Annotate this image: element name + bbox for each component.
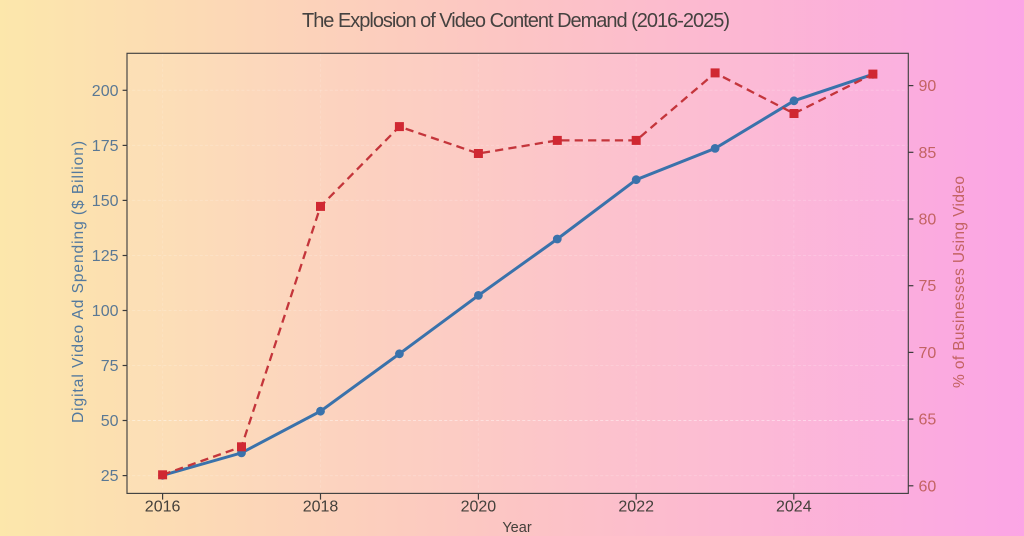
svg-text:% of Businesses Using Video: % of Businesses Using Video	[951, 176, 968, 388]
svg-text:The Explosion of Video Content: The Explosion of Video Content Demand (2…	[302, 10, 730, 32]
svg-text:80: 80	[919, 212, 937, 229]
svg-text:65: 65	[919, 412, 937, 429]
svg-text:Digital Video Ad Spending ($ B: Digital Video Ad Spending ($ Billion)	[70, 141, 87, 423]
svg-text:70: 70	[919, 345, 937, 362]
svg-text:150: 150	[92, 193, 119, 210]
svg-text:200: 200	[92, 83, 119, 100]
svg-text:2016: 2016	[145, 499, 181, 516]
svg-text:75: 75	[101, 358, 119, 375]
svg-text:2022: 2022	[618, 499, 654, 516]
svg-text:2024: 2024	[776, 499, 812, 516]
svg-text:25: 25	[101, 468, 119, 485]
svg-text:2020: 2020	[461, 499, 497, 516]
svg-text:2018: 2018	[303, 499, 339, 516]
svg-text:175: 175	[92, 138, 119, 155]
svg-text:100: 100	[92, 303, 119, 320]
svg-text:125: 125	[92, 248, 119, 265]
svg-text:90: 90	[919, 78, 937, 95]
svg-text:85: 85	[919, 145, 937, 162]
svg-text:Year: Year	[502, 520, 531, 536]
svg-text:50: 50	[101, 413, 119, 430]
svg-text:60: 60	[919, 478, 937, 495]
svg-text:75: 75	[919, 278, 937, 295]
